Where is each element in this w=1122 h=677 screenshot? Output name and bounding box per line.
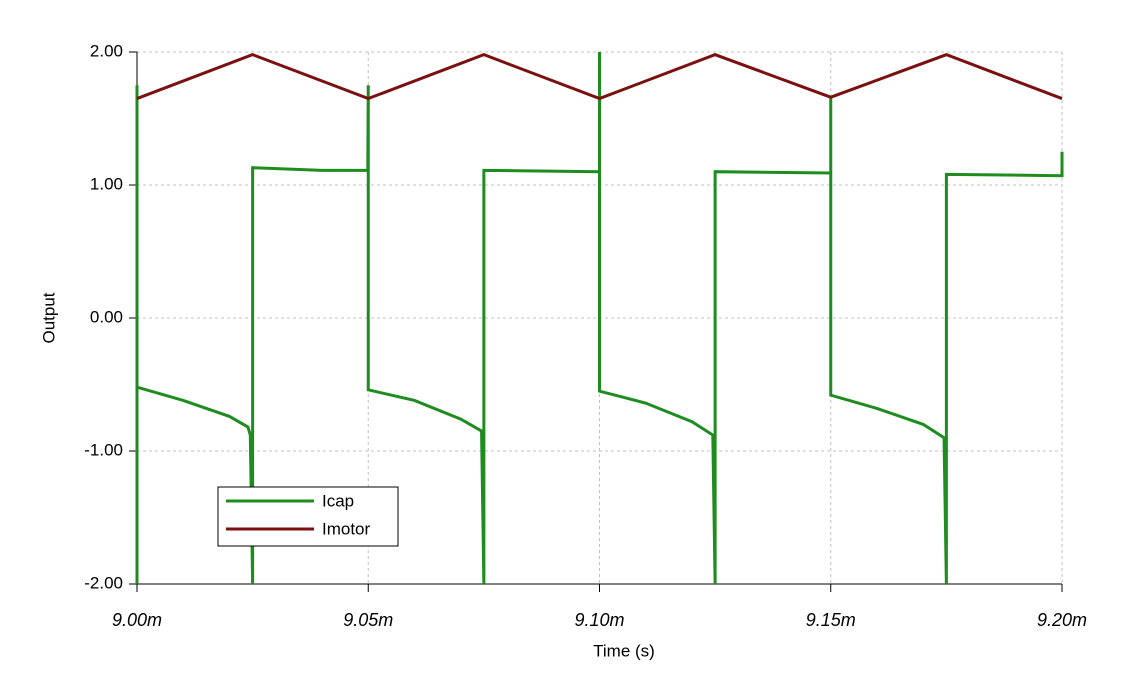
x-tick-label: 9.15m bbox=[806, 610, 856, 630]
x-tick-label: 9.20m bbox=[1037, 610, 1087, 630]
legend-label: Imotor bbox=[322, 519, 371, 538]
legend-label: Icap bbox=[322, 491, 354, 510]
x-tick-label: 9.10m bbox=[574, 610, 624, 630]
y-tick-label: -1.00 bbox=[84, 440, 123, 459]
y-tick-label: -2.00 bbox=[84, 573, 123, 592]
x-axis-label: Time (s) bbox=[593, 641, 655, 660]
x-tick-label: 9.00m bbox=[112, 610, 162, 630]
y-tick-label: 1.00 bbox=[90, 174, 123, 193]
y-tick-label: 0.00 bbox=[90, 307, 123, 326]
series-line bbox=[136, 53, 1063, 101]
y-axis-label: Output bbox=[39, 292, 58, 343]
y-tick-label: 2.00 bbox=[90, 41, 123, 60]
legend-box bbox=[217, 486, 399, 547]
legend: Icap Imotor bbox=[217, 486, 399, 547]
series-line bbox=[135, 52, 1064, 585]
x-tick-label: 9.05m bbox=[343, 610, 393, 630]
